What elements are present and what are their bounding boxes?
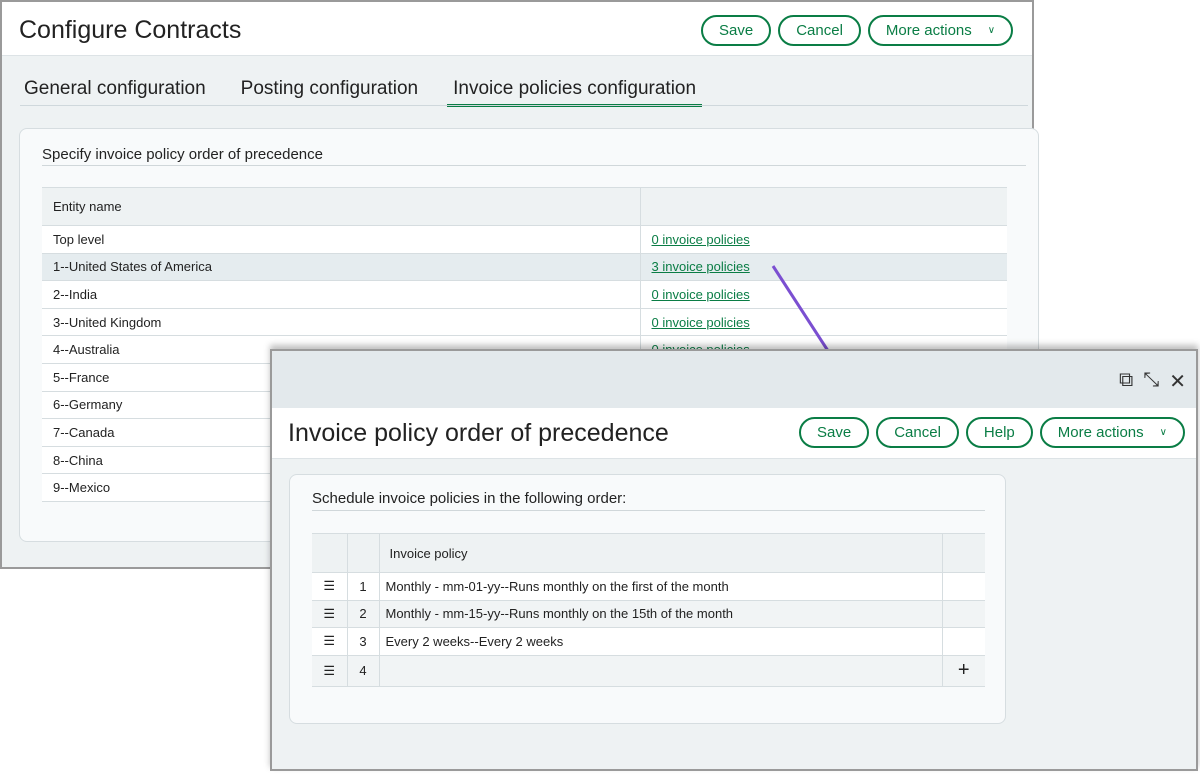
dialog-title: Invoice policy order of precedence [288,419,669,447]
page-title: Configure Contracts [19,16,242,44]
drag-handle-icon[interactable]: ☰ [312,627,347,656]
more-actions-label: More actions [1057,424,1144,441]
chevron-down-icon: ∨ [1159,427,1167,438]
page-header: Configure Contracts Save Cancel More act… [2,2,1032,56]
cancel-button[interactable]: Cancel [778,15,861,46]
table-row[interactable]: 1--United States of America 3 invoice pol… [42,253,1007,282]
dialog-header: Invoice policy order of precedence Save … [272,408,1196,459]
invoice-policy-cell[interactable] [378,655,942,687]
open-new-window-icon[interactable]: ⧉ [1118,369,1134,391]
column-header-drag [312,533,347,573]
chevron-down-icon: ∨ [987,25,996,36]
more-actions-button[interactable]: More actions ∨ [867,15,1014,46]
invoice-policies-link[interactable]: 0 invoice policies [651,231,750,247]
actions-cell [941,600,985,628]
actions-cell [941,627,985,656]
policies-cell: 0 invoice policies [639,308,1007,337]
dialog-save-button[interactable]: Save [799,417,870,448]
entity-name: Top level [42,225,640,254]
row-number: 4 [346,655,379,687]
policies-cell: 0 invoice policies [639,280,1007,309]
column-header-entity-name: Entity name [42,187,640,226]
table-row: ☰ 4 + [312,655,985,687]
invoice-policy-dialog: ⧉ ⤡ ✕ Invoice policy order of precedence… [270,349,1198,771]
dialog-titlebar: ⧉ ⤡ ✕ [272,351,1196,408]
invoice-policies-link[interactable]: 0 invoice policies [651,314,750,330]
column-header-actions [941,533,985,573]
dialog-help-button[interactable]: Help [965,417,1033,448]
policies-cell: 3 invoice policies [639,253,1007,282]
actions-cell [941,572,985,601]
tab-posting-configuration[interactable]: Posting configuration [240,78,419,99]
invoice-policy-cell[interactable]: Monthly - mm-15-yy--Runs monthly on the … [378,600,942,628]
table-row[interactable]: 3--United Kingdom 0 invoice policies [42,308,1007,337]
dialog-more-actions-button[interactable]: More actions ∨ [1039,417,1185,448]
table-row: ☰ 2 Monthly - mm-15-yy--Runs monthly on th… [312,600,985,628]
more-actions-label: More actions [885,22,972,39]
column-header-policies [639,187,1007,226]
row-number: 3 [346,627,379,656]
tab-general-configuration[interactable]: General configuration [24,78,206,99]
entity-name: 1--United States of America [42,253,640,282]
invoice-policies-link[interactable]: 3 invoice policies [651,259,750,275]
entity-name: 3--United Kingdom [42,308,640,337]
expand-icon[interactable]: ⤡ [1143,369,1160,391]
invoice-policy-cell[interactable]: Monthly - mm-01-yy--Runs monthly on the … [378,572,942,601]
drag-handle-icon[interactable]: ☰ [312,655,347,687]
table-row[interactable]: Top level 0 invoice policies [42,225,1007,254]
table-row: ☰ 3 Every 2 weeks--Every 2 weeks [312,627,985,656]
section-divider [312,510,985,511]
dialog-cancel-button[interactable]: Cancel [876,417,959,448]
entity-name: 2--India [42,280,640,309]
section-divider [42,165,1026,166]
invoice-policy-cell[interactable]: Every 2 weeks--Every 2 weeks [378,627,942,656]
drag-handle-icon[interactable]: ☰ [312,572,347,601]
schedule-card: Schedule invoice policies in the followi… [289,474,1006,724]
column-header-number [346,533,379,573]
add-row-icon[interactable]: + [941,655,985,687]
close-icon[interactable]: ✕ [1169,371,1186,393]
table-row[interactable]: 2--India 0 invoice policies [42,280,1007,309]
save-button[interactable]: Save [701,15,772,46]
section-title: Specify invoice policy order of preceden… [42,146,323,163]
tab-divider [20,105,1028,106]
section-title: Schedule invoice policies in the followi… [312,490,627,507]
invoice-policy-table: Invoice policy ☰ 1 Monthly - mm-01-yy--Run… [312,533,985,687]
invoice-policies-link[interactable]: 0 invoice policies [651,286,750,302]
row-number: 2 [346,600,379,628]
drag-handle-icon[interactable]: ☰ [312,600,347,628]
column-header-invoice-policy: Invoice policy [378,533,942,573]
row-number: 1 [346,572,379,601]
table-row: ☰ 1 Monthly - mm-01-yy--Runs monthly on th… [312,572,985,601]
policies-cell: 0 invoice policies [639,225,1007,254]
